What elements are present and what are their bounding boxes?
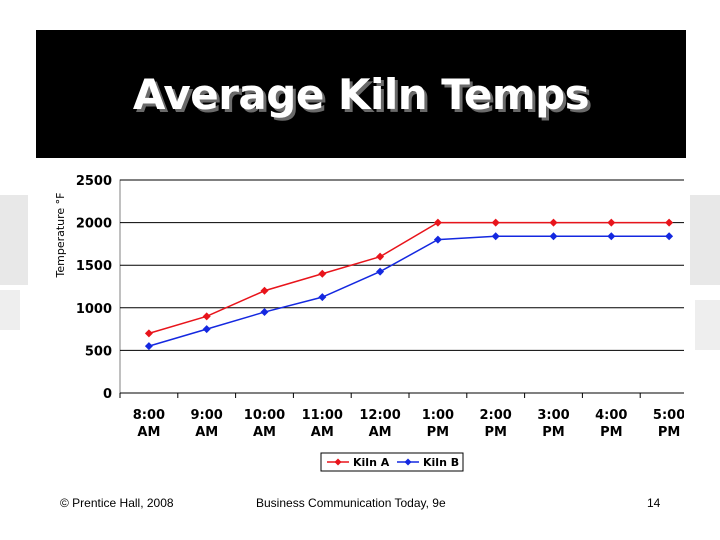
data-point — [318, 293, 327, 302]
legend-swatch-marker — [334, 458, 342, 466]
data-point — [376, 267, 385, 276]
x-tick-label: 4:00 PM — [595, 408, 627, 440]
data-point — [202, 325, 211, 334]
data-point — [665, 218, 674, 227]
data-point — [260, 286, 269, 295]
data-point — [607, 218, 616, 227]
data-point — [202, 312, 211, 321]
x-tick-label: 8:00 AM — [133, 408, 165, 440]
series-line — [148, 235, 670, 347]
x-tick-label: 10:00 AM — [244, 408, 285, 440]
x-tick-label: 1:00 PM — [422, 408, 454, 440]
data-point — [549, 218, 558, 227]
data-point — [433, 235, 442, 244]
y-tick-label: 500 — [85, 344, 112, 359]
footer-copyright: © Prentice Hall, 2008 — [60, 496, 174, 510]
legend-label: Kiln A — [353, 456, 390, 469]
data-point — [376, 252, 385, 261]
data-point — [491, 232, 500, 241]
y-tick-label: 2000 — [76, 217, 112, 232]
data-point — [549, 232, 558, 241]
y-tick-label: 2500 — [76, 174, 112, 189]
y-axis-label: Temperature °F — [54, 192, 67, 278]
x-tick-label: 2:00 PM — [480, 408, 512, 440]
x-tick-label: 5:00 PM — [653, 408, 684, 440]
data-point — [260, 308, 269, 317]
plot-area — [119, 179, 684, 394]
data-point — [665, 232, 674, 241]
x-tick-label: 12:00 AM — [359, 408, 400, 440]
line-chart: 0 500 1000 1500 2000 2500 8:00 AM 9:00 AM 10:00 AM 1… — [54, 174, 684, 472]
x-tick-label: 9:00 AM — [191, 408, 223, 440]
x-tick-label: 11:00 AM — [302, 408, 343, 440]
legend-label: Kiln B — [423, 456, 459, 469]
x-tick-label: 3:00 PM — [537, 408, 569, 440]
data-point — [433, 218, 442, 227]
footer-book-title: Business Communication Today, 9e — [256, 496, 446, 510]
legend-swatch-marker — [404, 458, 412, 466]
series-line — [148, 221, 670, 335]
data-point — [607, 232, 616, 241]
footer-page-number: 14 — [647, 496, 661, 510]
chart-area: 0 500 1000 1500 2000 2500 8:00 AM 9:00 AM 10:00 AM 1… — [38, 160, 684, 482]
slide-title: Average Kiln Temps — [132, 70, 590, 119]
data-point — [318, 269, 327, 278]
data-point — [144, 329, 153, 338]
y-tick-label: 1500 — [76, 259, 112, 274]
y-tick-label: 0 — [103, 387, 112, 402]
title-band — [36, 30, 686, 158]
data-point — [144, 342, 153, 351]
legend-box — [320, 452, 464, 472]
data-point — [491, 218, 500, 227]
y-tick-label: 1000 — [76, 302, 112, 317]
